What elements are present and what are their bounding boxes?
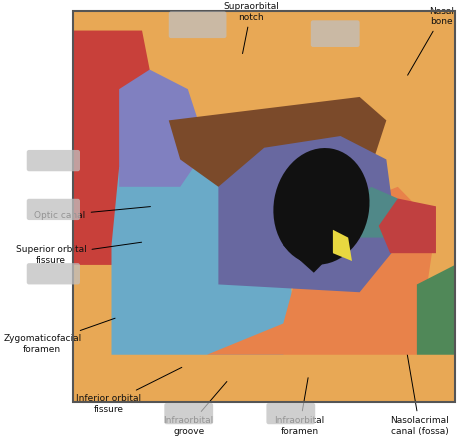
Text: Nasal
bone: Nasal bone [408,7,454,75]
Ellipse shape [273,148,370,264]
FancyBboxPatch shape [27,263,80,285]
FancyBboxPatch shape [266,403,315,424]
FancyBboxPatch shape [311,21,360,47]
Bar [73,11,455,401]
Polygon shape [356,187,398,238]
FancyBboxPatch shape [164,403,213,424]
Polygon shape [333,230,352,261]
Text: Superior orbital
fissure: Superior orbital fissure [16,242,142,265]
Text: Zygomaticofacial
foramen: Zygomaticofacial foramen [3,318,115,354]
Polygon shape [219,136,398,292]
Text: Nasolacrimal
canal (fossa): Nasolacrimal canal (fossa) [390,351,449,436]
FancyBboxPatch shape [27,199,80,220]
Polygon shape [417,265,455,355]
Bar [73,11,455,401]
Text: Optic canal: Optic canal [35,206,150,220]
FancyBboxPatch shape [27,150,80,171]
Text: Infraorbital
foramen: Infraorbital foramen [274,378,325,436]
FancyBboxPatch shape [169,12,227,38]
Polygon shape [73,31,157,265]
Text: Supraorbital
notch: Supraorbital notch [223,2,279,54]
Polygon shape [379,198,436,253]
Polygon shape [207,187,436,355]
Text: Infraorbital
groove: Infraorbital groove [164,381,227,436]
Polygon shape [119,70,207,187]
Polygon shape [169,97,386,198]
Polygon shape [111,148,295,355]
Text: Inferior orbital
fissure: Inferior orbital fissure [76,368,182,413]
Polygon shape [283,198,333,273]
